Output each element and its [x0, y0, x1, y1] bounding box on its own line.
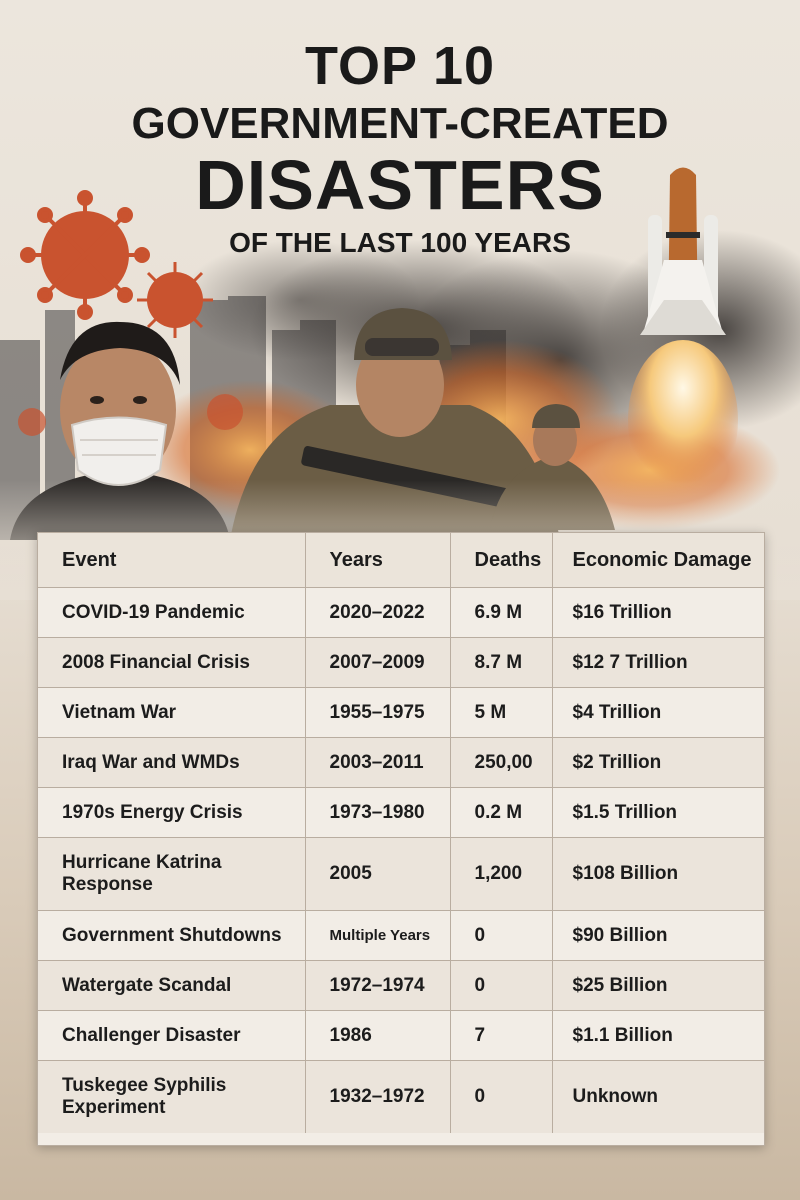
years-cell: 2020–2022: [305, 587, 451, 638]
illustration-scene: [0, 167, 800, 600]
event-cell: Tuskegee Syphilis Experiment: [38, 1060, 306, 1133]
table-row: Hurricane Katrina Response 2005 1,200 $1…: [38, 837, 764, 911]
column-header-years: Years: [305, 533, 451, 588]
damage-cell: $90 Billion: [552, 910, 764, 961]
damage-cell: $16 Trillion: [552, 587, 764, 638]
years-cell: 2007–2009: [305, 637, 451, 688]
event-cell: Government Shutdowns: [38, 910, 306, 961]
virus-icon: [18, 394, 243, 436]
table-row: Iraq War and WMDs 2003–2011 250,00 $2 Tr…: [38, 737, 764, 788]
table-row: 2008 Financial Crisis 2007–2009 8.7 M $1…: [38, 637, 764, 688]
years-cell: 1986: [305, 1010, 451, 1061]
event-cell: Challenger Disaster: [38, 1010, 306, 1061]
table-header-row: Event Years Deaths Economic Damage: [38, 533, 764, 588]
deaths-cell: 0: [450, 960, 553, 1011]
table-row: Government Shutdowns Multiple Years 0 $9…: [38, 910, 764, 961]
title-line-2: GOVERNMENT-CREATED: [131, 99, 669, 148]
damage-cell: $25 Billion: [552, 960, 764, 1011]
table-row: Vietnam War 1955–1975 5 M $4 Trillion: [38, 687, 764, 738]
damage-cell: $1.5 Trillion: [552, 787, 764, 838]
event-cell: COVID-19 Pandemic: [38, 587, 306, 638]
table-row: Tuskegee Syphilis Experiment 1932–1972 0…: [38, 1060, 764, 1133]
deaths-cell: 0: [450, 1060, 553, 1133]
event-cell: 2008 Financial Crisis: [38, 637, 306, 688]
event-cell: Watergate Scandal: [38, 960, 306, 1011]
deaths-cell: 0: [450, 910, 553, 961]
years-cell: 2005: [305, 837, 451, 911]
event-cell: Vietnam War: [38, 687, 306, 738]
deaths-cell: 1,200: [450, 837, 553, 911]
years-cell: 1955–1975: [305, 687, 451, 738]
column-header-deaths: Deaths: [450, 533, 553, 588]
damage-cell: Unknown: [552, 1060, 764, 1133]
event-cell: 1970s Energy Crisis: [38, 787, 306, 838]
years-cell: 1973–1980: [305, 787, 451, 838]
damage-cell: $108 Billion: [552, 837, 764, 911]
years-cell: 2003–2011: [305, 737, 451, 788]
damage-cell: $2 Trillion: [552, 737, 764, 788]
column-header-damage: Economic Damage: [552, 533, 764, 588]
column-header-event: Event: [38, 533, 306, 588]
event-cell: Hurricane Katrina Response: [38, 837, 306, 911]
table-row: COVID-19 Pandemic 2020–2022 6.9 M $16 Tr…: [38, 587, 764, 638]
years-cell: 1972–1974: [305, 960, 451, 1011]
title-line-3: DISASTERS: [195, 146, 605, 224]
deaths-cell: 8.7 M: [450, 637, 553, 688]
title-line-4: OF THE LAST 100 YEARS: [229, 227, 571, 258]
damage-cell: $1.1 Billion: [552, 1010, 764, 1061]
table-row: Challenger Disaster 1986 7 $1.1 Billion: [38, 1010, 764, 1061]
disasters-table: Event Years Deaths Economic Damage COVID…: [37, 532, 765, 1146]
deaths-cell: 6.9 M: [450, 587, 553, 638]
deaths-cell: 0.2 M: [450, 787, 553, 838]
table-row: 1970s Energy Crisis 1973–1980 0.2 M $1.5…: [38, 787, 764, 838]
title-line-1: TOP 10: [304, 36, 496, 96]
event-cell: Iraq War and WMDs: [38, 737, 306, 788]
deaths-cell: 7: [450, 1010, 553, 1061]
virus-icon: [20, 190, 150, 320]
damage-cell: $12 7 Trillion: [552, 637, 764, 688]
virus-icon: [137, 262, 213, 338]
years-cell: Multiple Years: [305, 910, 451, 961]
space-shuttle: [628, 167, 738, 500]
years-cell: 1932–1972: [305, 1060, 451, 1133]
damage-cell: $4 Trillion: [552, 687, 764, 738]
deaths-cell: 250,00: [450, 737, 553, 788]
table-row: Watergate Scandal 1972–1974 0 $25 Billio…: [38, 960, 764, 1011]
deaths-cell: 5 M: [450, 687, 553, 738]
